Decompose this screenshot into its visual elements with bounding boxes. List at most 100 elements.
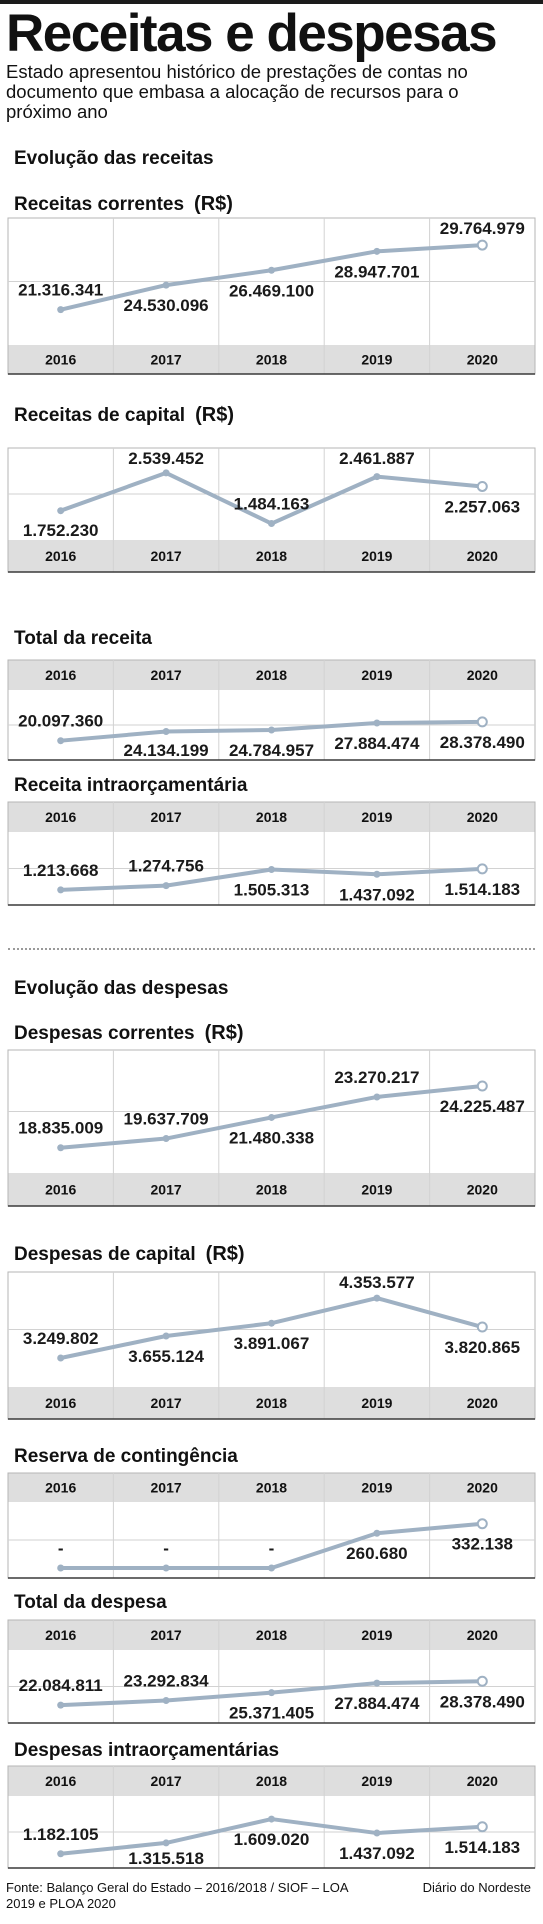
year-tick-label: 2019: [361, 1773, 392, 1789]
year-tick-label: 2016: [45, 1182, 76, 1198]
data-label: 3.820.865: [444, 1338, 520, 1357]
data-label: 28.947.701: [334, 262, 419, 281]
data-label: 2.461.887: [339, 449, 415, 468]
year-tick-label: 2016: [45, 1395, 76, 1411]
chart-title-receitas-capital: Receitas de capital (R$): [14, 404, 234, 427]
data-point: [268, 266, 275, 274]
year-tick-label: 2019: [361, 548, 392, 564]
year-tick-label: 2018: [256, 1480, 287, 1496]
data-point: [57, 306, 65, 314]
data-label: 2.539.452: [128, 449, 204, 468]
data-label: 24.225.487: [440, 1097, 525, 1116]
data-point-current: [476, 863, 488, 875]
data-point: [162, 1839, 170, 1847]
year-tick-label: 2017: [151, 1182, 182, 1198]
data-point: [373, 1294, 381, 1302]
data-label: 21.480.338: [229, 1128, 314, 1147]
year-tick-label: 2017: [151, 352, 182, 368]
chart-title-total-despesa: Total da despesa: [14, 1592, 167, 1614]
chart-unit: (R$): [204, 1022, 244, 1044]
chart-unit: (R$): [205, 1243, 245, 1265]
year-band: [8, 1173, 535, 1206]
year-tick-label: 2019: [361, 667, 392, 683]
data-label: 21.316.341: [18, 281, 103, 300]
chart-title-text: Despesas correntes: [14, 1023, 195, 1044]
chart-title-text: Despesas de capital: [14, 1244, 196, 1265]
year-tick-label: 2018: [256, 548, 287, 564]
year-tick-label: 2016: [45, 352, 76, 368]
data-label: 3.891.067: [234, 1334, 310, 1353]
year-tick-label: 2017: [151, 548, 182, 564]
data-label: 19.637.709: [124, 1110, 209, 1129]
section-divider: [8, 948, 535, 950]
year-tick-label: 2018: [256, 1182, 287, 1198]
data-point-current: [476, 480, 488, 492]
year-tick-label: 2020: [467, 548, 498, 564]
year-band: [8, 1387, 535, 1419]
data-point: [373, 870, 381, 878]
data-point: [373, 719, 381, 727]
data-point: [57, 1354, 65, 1362]
data-point: [373, 1093, 381, 1101]
data-point-current: [476, 239, 488, 251]
data-point: [57, 1564, 65, 1572]
year-tick-label: 2016: [45, 809, 76, 825]
data-point-current: [476, 716, 488, 728]
data-label: 1.437.092: [339, 1844, 415, 1863]
data-label: 26.469.100: [229, 281, 314, 300]
data-label: 25.371.405: [229, 1704, 314, 1723]
data-point-current: [476, 1518, 488, 1530]
data-point-current: [476, 1821, 488, 1833]
chart-title-text: Receitas de capital: [14, 405, 186, 426]
data-label: 260.680: [346, 1544, 407, 1563]
year-tick-label: 2016: [45, 548, 76, 564]
chart-unit: (R$): [195, 404, 234, 426]
year-tick-label: 2016: [45, 1773, 76, 1789]
chart-title-reserva: Reserva de contingência: [14, 1446, 238, 1468]
data-point: [373, 1829, 381, 1837]
data-point: [162, 1135, 170, 1143]
year-tick-label: 2018: [256, 1627, 287, 1643]
data-label: -: [269, 1539, 275, 1558]
data-point: [268, 520, 275, 528]
year-tick-label: 2020: [467, 1395, 498, 1411]
data-point: [162, 1332, 170, 1340]
year-band: [8, 1473, 535, 1502]
data-label: 332.138: [452, 1535, 513, 1554]
data-point: [373, 473, 381, 481]
year-tick-label: 2020: [467, 1480, 498, 1496]
chart-title-text: Receitas correntes: [14, 194, 185, 215]
data-label: 29.764.979: [440, 219, 525, 238]
data-point-current: [476, 1080, 488, 1092]
data-label: 1.213.668: [23, 861, 99, 880]
data-point: [57, 737, 65, 745]
year-tick-label: 2018: [256, 1773, 287, 1789]
data-point: [162, 1697, 170, 1705]
year-tick-label: 2016: [45, 1480, 76, 1496]
year-tick-label: 2019: [361, 352, 392, 368]
data-point: [268, 1815, 275, 1823]
year-tick-label: 2019: [361, 809, 392, 825]
data-point: [373, 247, 381, 255]
year-tick-label: 2017: [151, 1395, 182, 1411]
data-label: 24.134.199: [124, 741, 209, 760]
page-title: Receitas e despesas: [6, 4, 498, 63]
data-label: 1.484.163: [234, 495, 310, 514]
data-point: [162, 281, 170, 289]
data-point: [57, 1701, 65, 1709]
data-label: 1.609.020: [234, 1830, 310, 1849]
data-label: 1.274.756: [128, 857, 204, 876]
chart-unit: (R$): [194, 193, 233, 215]
year-tick-label: 2020: [467, 1182, 498, 1198]
data-point: [57, 1850, 65, 1858]
chart-title-receitas-correntes: Receitas correntes (R$): [14, 193, 233, 216]
data-label: 1.514.183: [444, 880, 520, 899]
data-label: -: [58, 1539, 64, 1558]
year-tick-label: 2017: [151, 667, 182, 683]
year-band: [8, 345, 535, 374]
